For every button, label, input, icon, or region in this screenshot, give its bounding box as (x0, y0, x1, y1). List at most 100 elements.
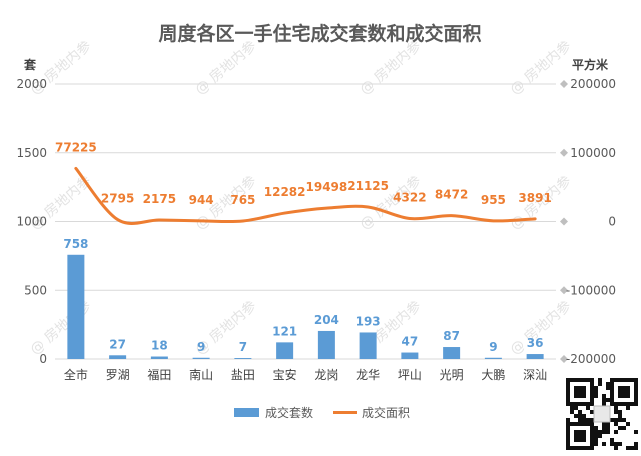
bar (317, 330, 335, 359)
qr-module (606, 386, 610, 390)
qr-module (582, 414, 586, 418)
legend-bar-label: 成交套数 (265, 405, 313, 420)
qr-module (570, 406, 574, 410)
line-value-label: 765 (230, 193, 255, 207)
bar-value-label: 121 (272, 324, 297, 338)
qr-module (618, 414, 622, 418)
qr-module (570, 410, 574, 414)
bar-value-label: 7 (239, 340, 247, 354)
qr-module (574, 414, 578, 418)
qr-module (618, 418, 622, 422)
qr-module (578, 410, 582, 414)
category-label: 全市 (64, 367, 88, 382)
left-tick-label: 500 (24, 283, 47, 297)
bar-value-label: 193 (356, 314, 381, 328)
qr-module (594, 442, 598, 446)
right-axis-title: 平方米 (572, 57, 609, 72)
bar (192, 357, 210, 359)
left-tick-label: 1500 (16, 146, 47, 160)
line-value-label: 2175 (143, 192, 176, 206)
qr-module (614, 422, 618, 426)
qr-module (606, 426, 610, 430)
category-label: 福田 (147, 367, 171, 382)
category-label: 大鹏 (481, 368, 505, 382)
qr-module (594, 394, 598, 398)
bar (109, 355, 127, 359)
chart-title: 周度各区一手住宅成交套数和成交面积 (158, 22, 481, 45)
right-axis-ticks: -200000 -100000 0 100000 200000 (560, 77, 616, 366)
qr-finder-inner (574, 430, 586, 442)
qr-module (594, 390, 598, 394)
qr-module (590, 418, 594, 422)
right-tick-label: 200000 (570, 77, 616, 91)
category-label: 光明 (440, 368, 464, 382)
qr-module (586, 406, 590, 410)
qr-module (634, 430, 638, 434)
qr-module (598, 430, 602, 434)
left-axis-title: 套 (23, 57, 37, 72)
left-tick-label: 2000 (16, 77, 47, 91)
qr-module (594, 438, 598, 442)
qr-module (618, 426, 622, 430)
qr-module (622, 426, 626, 430)
category-label: 南山 (189, 367, 213, 382)
qr-code (564, 376, 640, 452)
category-axis-labels: 全市 罗湖 福田 南山 盐田 宝安 龙岗 龙华 坪山 光明 大鹏 深汕 (64, 367, 547, 382)
qr-module (622, 418, 626, 422)
qr-module (634, 442, 638, 446)
bar-data-labels: 758 27 18 9 7 121 204 193 47 87 9 36 (63, 237, 543, 354)
line-data-labels: 77225 2795 2175 944 765 12282 19498 21125 4322 84… (55, 140, 552, 207)
qr-module (610, 438, 614, 442)
legend: 成交套数 成交面积 (234, 405, 410, 420)
category-label: 罗湖 (106, 367, 130, 382)
category-label: 深汕 (523, 368, 547, 382)
line-value-label: 4322 (393, 191, 426, 205)
qr-module (602, 426, 606, 430)
bar-value-label: 87 (443, 329, 460, 343)
qr-module (602, 422, 606, 426)
right-tick-marker (560, 286, 568, 295)
line-value-label: 19498 (306, 180, 348, 194)
line-path (74, 166, 537, 225)
right-tick-marker (560, 80, 568, 88)
bar (526, 354, 544, 359)
watermark-text: @ 房地内参 (27, 297, 95, 358)
qr-module (626, 406, 630, 410)
qr-module (610, 418, 614, 422)
qr-module (610, 442, 614, 446)
right-tick-marker (560, 148, 568, 157)
bar-value-label: 36 (527, 336, 544, 350)
left-tick-label: 1000 (16, 215, 47, 229)
qr-module (618, 410, 622, 414)
qr-module (602, 442, 606, 446)
qr-module (590, 410, 594, 414)
line-value-label: 2795 (101, 192, 134, 206)
right-tick-marker (560, 217, 568, 226)
qr-module (606, 422, 610, 426)
right-tick-label: -200000 (566, 352, 616, 366)
left-axis-ticks: 0 500 1000 1500 2000 (16, 77, 47, 366)
line-value-label: 21125 (347, 179, 389, 193)
line-value-label: 8472 (435, 188, 468, 202)
bar-value-label: 9 (489, 340, 497, 354)
bar-value-label: 204 (314, 313, 339, 327)
bar (443, 347, 461, 359)
bar (150, 356, 168, 359)
qr-module (602, 398, 606, 402)
bar (359, 332, 377, 359)
qr-module (614, 410, 618, 414)
qr-module (614, 446, 618, 450)
qr-module (598, 382, 602, 386)
qr-module (634, 446, 638, 450)
category-label: 宝安 (273, 367, 297, 382)
gridlines (55, 83, 556, 360)
bar (234, 358, 252, 359)
qr-module (602, 402, 606, 406)
right-tick-label: 0 (608, 215, 616, 229)
qr-module (614, 430, 618, 434)
qr-module (566, 418, 570, 422)
bar-value-label: 47 (402, 335, 419, 349)
qr-module (606, 430, 610, 434)
